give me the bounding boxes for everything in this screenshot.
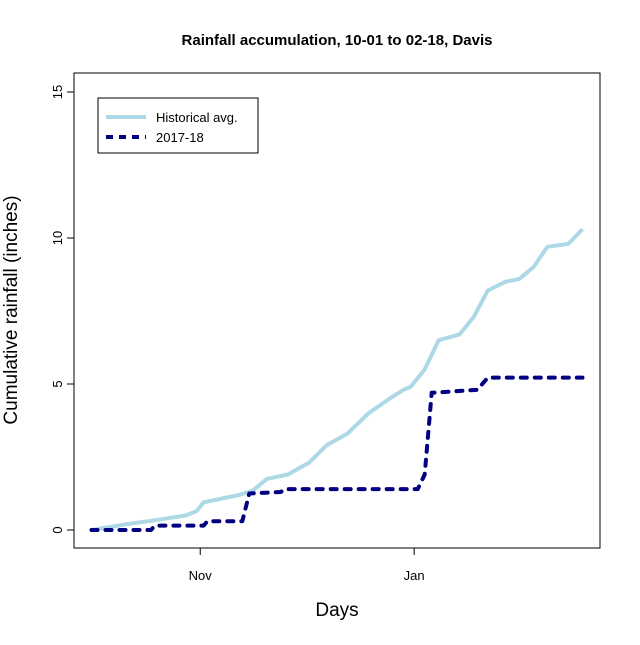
- x-tick-label: Nov: [189, 568, 213, 583]
- y-tick-label: 15: [50, 85, 65, 99]
- series-line-2017-18: [89, 375, 585, 532]
- legend-label-historical: Historical avg.: [156, 110, 238, 125]
- legend-box: [97, 97, 259, 154]
- y-tick-label: 10: [50, 231, 65, 245]
- chart-title: Rainfall accumulation, 10-01 to 02-18, D…: [182, 32, 493, 49]
- series-group: [89, 227, 585, 532]
- y-tick-label: 0: [50, 526, 65, 533]
- legend: Historical avg. 2017-18: [97, 97, 259, 154]
- legend-label-2017-18: 2017-18: [156, 130, 204, 145]
- x-axis-label: Days: [315, 600, 358, 621]
- y-tick-label: 5: [50, 380, 65, 387]
- series-line-historical: [91, 227, 584, 532]
- x-axis: Nov Jan: [189, 548, 425, 583]
- x-tick-label: Jan: [404, 568, 425, 583]
- y-axis: 0 5 10 15: [50, 85, 75, 534]
- y-axis-label: Cumulative rainfall (inches): [1, 195, 22, 424]
